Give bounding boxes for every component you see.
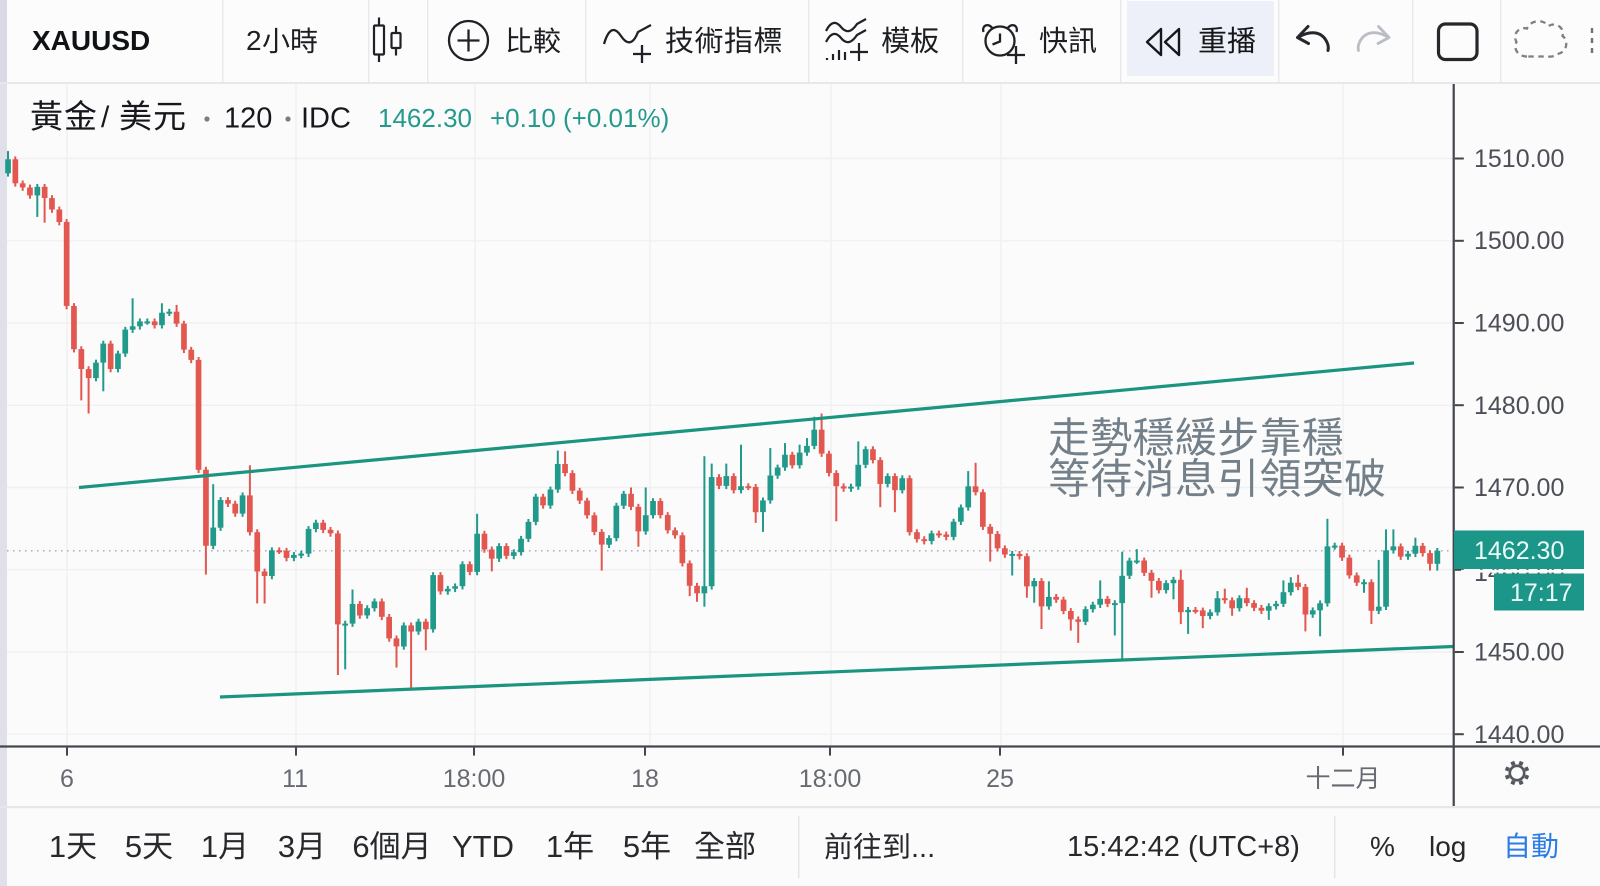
svg-text:%: % — [1370, 831, 1395, 862]
svg-text:1: 1 — [49, 829, 66, 864]
svg-text:1462.30: 1462.30 — [1474, 537, 1564, 565]
svg-text:6: 6 — [60, 765, 74, 793]
svg-text:5: 5 — [125, 829, 142, 864]
svg-text:1510.00: 1510.00 — [1474, 145, 1564, 173]
svg-text:120: 120 — [224, 103, 272, 135]
svg-text:1480.00: 1480.00 — [1474, 392, 1564, 420]
svg-text:1462.30: 1462.30 — [378, 103, 472, 133]
svg-text:18:00: 18:00 — [799, 765, 862, 793]
svg-text:XAUUSD: XAUUSD — [32, 25, 150, 56]
svg-text:3: 3 — [278, 829, 295, 864]
svg-text:1: 1 — [201, 829, 218, 864]
svg-text:18:00: 18:00 — [443, 765, 506, 793]
svg-text:25: 25 — [986, 765, 1014, 793]
svg-text:18: 18 — [631, 765, 659, 793]
svg-text:YTD: YTD — [452, 829, 514, 864]
svg-text:+0.10 (+0.01%): +0.10 (+0.01%) — [490, 103, 669, 133]
svg-text:...: ... — [911, 832, 935, 864]
svg-text:6: 6 — [352, 829, 369, 864]
svg-text:17:17: 17:17 — [1510, 579, 1573, 607]
svg-text:IDC: IDC — [301, 103, 351, 135]
svg-text:1450.00: 1450.00 — [1474, 639, 1564, 667]
svg-text:/: / — [101, 101, 110, 134]
svg-text:15:42:42 (UTC+8): 15:42:42 (UTC+8) — [1067, 831, 1300, 863]
svg-text:1470.00: 1470.00 — [1474, 474, 1564, 502]
svg-text:2: 2 — [246, 25, 262, 56]
svg-text:1490.00: 1490.00 — [1474, 310, 1564, 338]
svg-text:5: 5 — [623, 829, 640, 864]
svg-text:1440.00: 1440.00 — [1474, 721, 1564, 749]
svg-text:11: 11 — [282, 765, 308, 793]
svg-text:log: log — [1429, 831, 1466, 862]
svg-text:1: 1 — [546, 829, 563, 864]
svg-text:1500.00: 1500.00 — [1474, 227, 1564, 255]
